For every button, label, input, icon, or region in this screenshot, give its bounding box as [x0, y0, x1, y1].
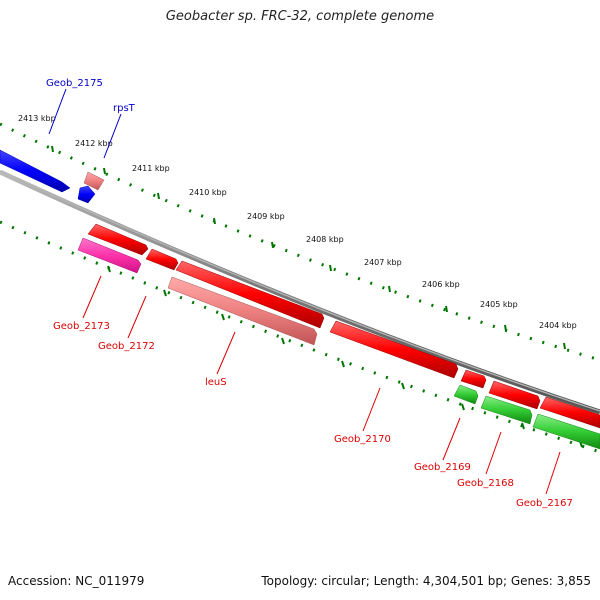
scale-label: 2404 kbp: [539, 321, 577, 330]
gene-Geob_2167-green: [532, 413, 600, 450]
gene-leuS-red: [175, 260, 325, 329]
gene-Geob_2173-pink: [77, 237, 142, 274]
gene-Geob_2175: [0, 149, 71, 193]
genome-summary-text: Topology: circular; Length: 4,304,501 bp…: [261, 574, 591, 588]
gene-label-rpsT: rpsT: [113, 103, 136, 114]
leader-lines: [48, 88, 561, 495]
inner-major-ticks: [107, 265, 583, 448]
gene-label-leuS: leuS: [205, 377, 227, 388]
scale-label: 2412 kbp: [75, 139, 113, 148]
forward-genes: [0, 149, 105, 204]
scale-label: 2409 kbp: [247, 212, 285, 221]
scale-labels: 2413 kbp 2412 kbp 2411 kbp 2410 kbp 2409…: [18, 114, 577, 330]
gene-rna-salmon: [83, 171, 105, 191]
scale-label: 2406 kbp: [422, 280, 460, 289]
gene-Geob_2168-red: [488, 380, 541, 410]
scale-label: 2410 kbp: [189, 188, 227, 197]
gene-label-Geob_2169: Geob_2169: [414, 462, 471, 473]
gene-label-Geob_2168: Geob_2168: [457, 478, 514, 489]
gene-label-Geob_2175: Geob_2175: [46, 78, 103, 89]
genome-backbone: [0, 169, 600, 415]
gene-label-Geob_2167: Geob_2167: [516, 498, 573, 509]
scale-label: 2408 kbp: [306, 235, 344, 244]
gene-Geob_2169-green: [453, 384, 479, 405]
gene-label-Geob_2170: Geob_2170: [334, 434, 391, 445]
gene-label-Geob_2173: Geob_2173: [53, 321, 110, 332]
gene-labels: Geob_2175 rpsT Geob_2173 Geob_2172 leuS …: [46, 78, 573, 509]
gene-Geob_2173-red: [87, 223, 149, 256]
scale-label: 2405 kbp: [480, 300, 518, 309]
reverse-genes: [77, 223, 600, 450]
figure-title: Geobacter sp. FRC-32, complete genome: [165, 9, 435, 24]
gene-Geob_2170: [329, 320, 459, 379]
gene-Geob_2167-red: [539, 396, 600, 429]
gene-Geob_2168-green: [480, 395, 533, 425]
gene-Geob_2172: [145, 248, 179, 271]
gene-rpsT: [77, 185, 96, 204]
gene-leuS-salmon: [167, 276, 318, 346]
accession-text: Accession: NC_011979: [8, 574, 145, 588]
scale-label: 2411 kbp: [132, 164, 170, 173]
outer-major-ticks: [51, 145, 566, 350]
gene-Geob_2169-red: [460, 369, 487, 389]
scale-label: 2407 kbp: [364, 258, 402, 267]
gene-label-Geob_2172: Geob_2172: [98, 341, 155, 352]
scale-label: 2413 kbp: [18, 114, 56, 123]
